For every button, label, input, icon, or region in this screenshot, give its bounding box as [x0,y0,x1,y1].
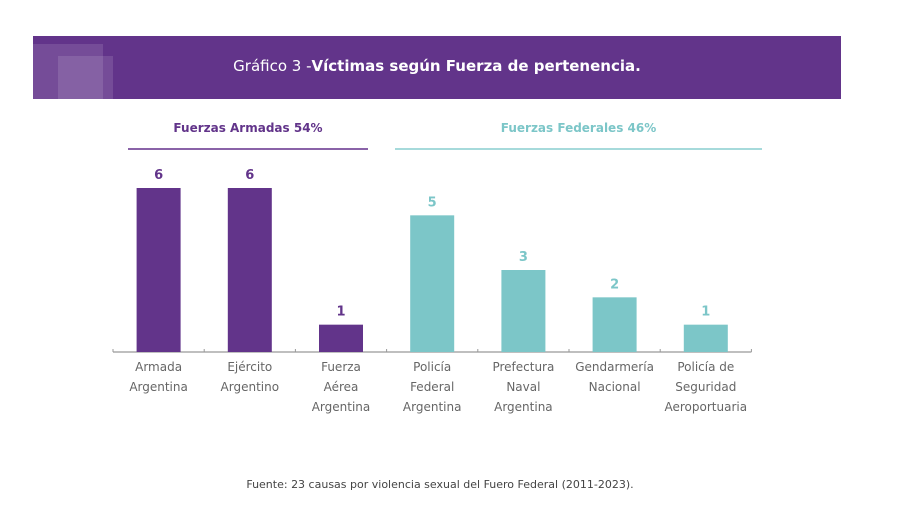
category-label: Armada [135,360,182,374]
category-label: Argentino [221,380,280,394]
category-label: Fuerza [321,360,361,374]
category-label: Argentina [403,400,462,414]
group-underline-fuerzas-federales [395,148,762,150]
source-note: Fuente: 23 causas por violencia sexual d… [246,478,634,491]
bar [683,324,728,352]
group-label-fuerzas-armadas: Fuerzas Armadas 54% [173,121,323,135]
group-underline-fuerzas-armadas [128,148,368,150]
category-label: Argentina [129,380,188,394]
category-label: Argentina [494,400,553,414]
bar [227,188,272,352]
data-label: 3 [519,250,528,265]
category-label: Ejército [227,360,272,374]
category-label: Gendarmería [575,360,654,374]
chart-title: Gráfico 3 -Víctimas según Fuerza de pert… [33,57,841,75]
category-label: Argentina [312,400,371,414]
category-label: Nacional [589,380,641,394]
data-label: 5 [428,195,437,210]
category-label: Federal [410,380,454,394]
banner-decoration [33,44,103,99]
category-label: Aérea [324,380,359,394]
bar [136,188,181,352]
category-label: Naval [506,380,540,394]
data-label: 6 [245,168,254,183]
data-label: 1 [336,305,345,320]
category-label: Policía de [677,360,734,374]
title-bold: Víctimas según Fuerza de pertenencia. [311,57,641,75]
bar [319,324,363,352]
data-label: 2 [610,277,619,292]
title-prefix: Gráfico 3 - [233,57,312,75]
category-label: Policía [413,360,451,374]
group-label-fuerzas-federales: Fuerzas Federales 46% [500,121,657,135]
data-label: 1 [701,305,710,320]
bar [410,215,455,352]
category-label: Prefectura [492,360,554,374]
title-banner: Gráfico 3 -Víctimas según Fuerza de pert… [33,36,841,99]
category-label: Seguridad [675,380,736,394]
category-label: Aeroportuaria [665,400,748,414]
bar [592,297,637,352]
bar [501,270,546,352]
data-label: 6 [154,168,163,183]
banner-decoration [58,56,113,99]
